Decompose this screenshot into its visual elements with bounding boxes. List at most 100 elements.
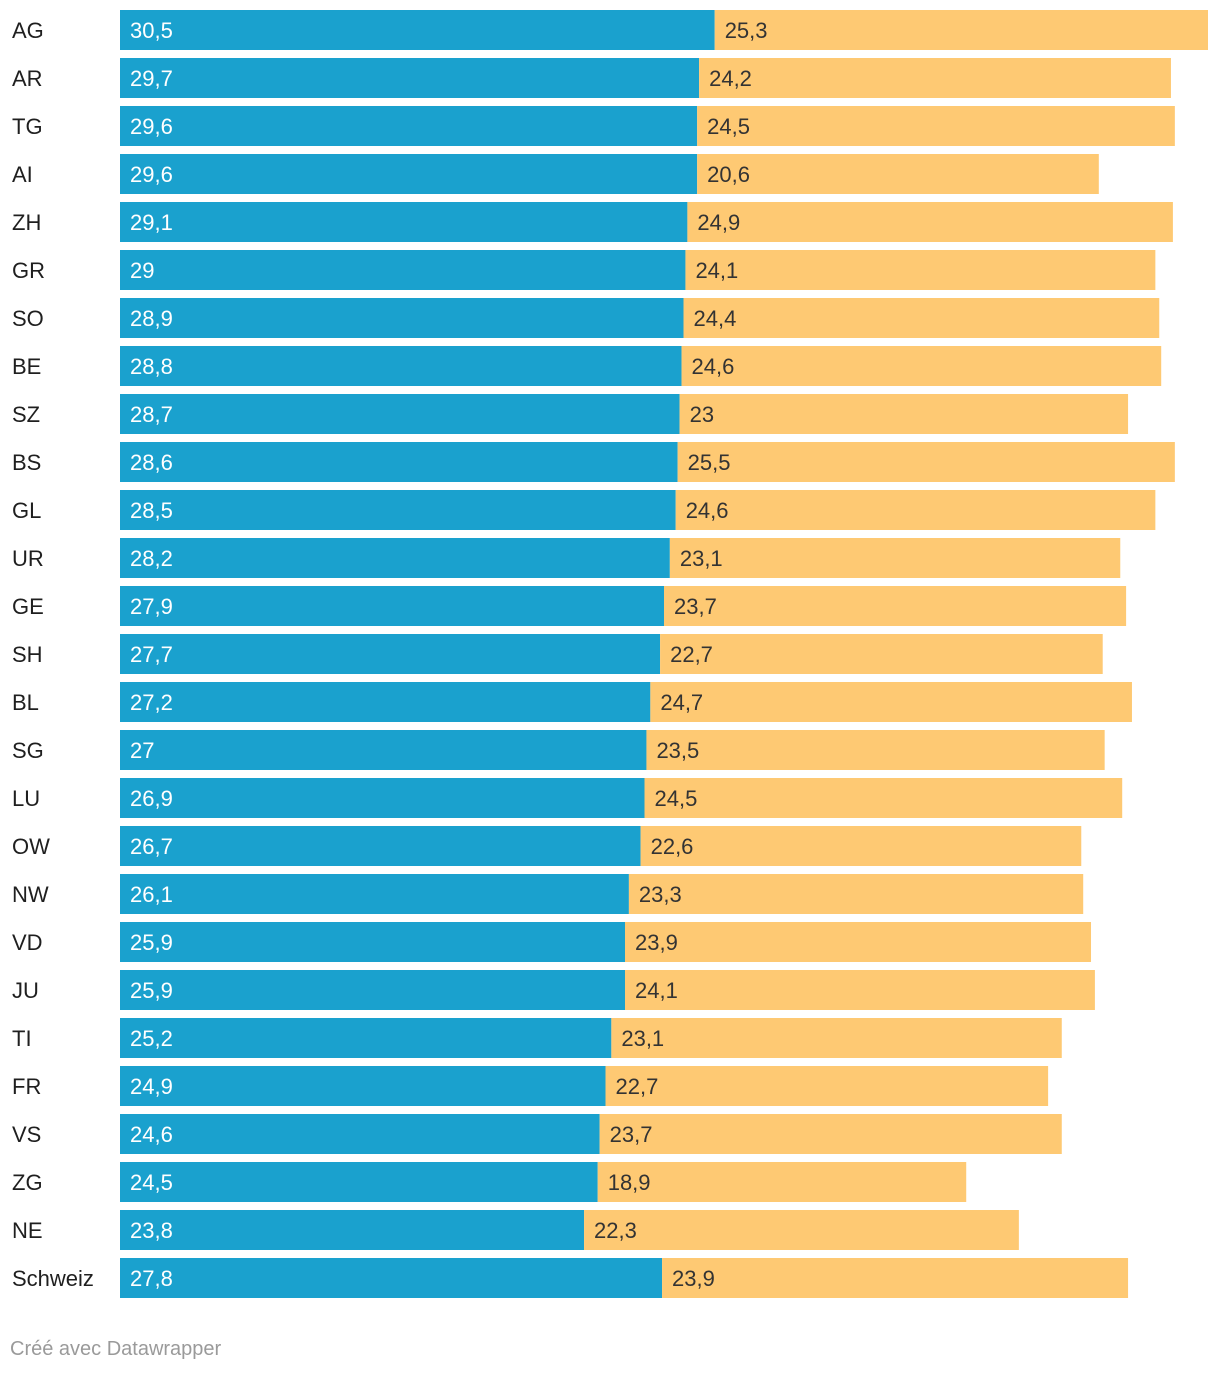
value-label-series-1: 29,6: [130, 162, 173, 187]
bar-series-1: [120, 1018, 612, 1058]
bar-series-2: [675, 490, 1156, 530]
value-label-series-1: 24,5: [130, 1170, 173, 1195]
value-label-series-1: 30,5: [130, 18, 173, 43]
value-label-series-2: 25,5: [688, 450, 731, 475]
value-label-series-2: 23,7: [674, 594, 717, 619]
category-label: SZ: [12, 402, 40, 427]
value-label-series-2: 20,6: [707, 162, 750, 187]
bar-series-2: [697, 154, 1099, 194]
bar-series-2: [683, 298, 1160, 338]
bar-series-2: [662, 1258, 1129, 1298]
value-label-series-2: 24,2: [709, 66, 752, 91]
bar-series-1: [120, 970, 626, 1010]
bar-series-1: [120, 586, 664, 626]
bar-series-2: [611, 1018, 1062, 1058]
category-label: FR: [12, 1074, 41, 1099]
bar-series-2: [599, 1114, 1062, 1154]
bar-series-2: [677, 442, 1175, 482]
value-label-series-1: 28,8: [130, 354, 173, 379]
bar-series-1: [120, 826, 641, 866]
bar-series-2: [584, 1210, 1019, 1250]
value-label-series-2: 24,6: [686, 498, 729, 523]
category-label: NW: [12, 882, 49, 907]
category-label: LU: [12, 786, 40, 811]
bar-series-2: [687, 202, 1173, 242]
category-label: GR: [12, 258, 45, 283]
bar-series-1: [120, 1162, 598, 1202]
category-label: NE: [12, 1218, 43, 1243]
category-label: TI: [12, 1026, 32, 1051]
credit-text: Créé avec Datawrapper: [10, 1338, 222, 1360]
category-label: TG: [12, 114, 43, 139]
value-label-series-1: 24,9: [130, 1074, 173, 1099]
bar-series-2: [605, 1066, 1049, 1106]
value-label-series-2: 25,3: [725, 18, 768, 43]
bar-series-1: [120, 1114, 600, 1154]
value-label-series-2: 23,9: [635, 930, 678, 955]
category-label: Schweiz: [12, 1266, 94, 1291]
bar-series-1: [120, 682, 651, 722]
category-label: AI: [12, 162, 33, 187]
category-label: JU: [12, 978, 39, 1003]
bar-series-2: [628, 874, 1084, 914]
value-label-series-2: 24,7: [660, 690, 703, 715]
value-label-series-1: 23,8: [130, 1218, 173, 1243]
bar-series-1: [120, 250, 686, 290]
bar-series-1: [120, 1210, 585, 1250]
value-label-series-2: 24,9: [697, 210, 740, 235]
value-label-series-2: 23,5: [656, 738, 699, 763]
value-label-series-1: 29,6: [130, 114, 173, 139]
bar-series-2: [644, 778, 1123, 818]
bar-series-2: [625, 922, 1092, 962]
bar-series-1: [120, 10, 715, 50]
bar-series-2: [681, 346, 1162, 386]
bar-series-2: [597, 1162, 967, 1202]
value-label-series-2: 23,1: [621, 1026, 664, 1051]
value-label-series-2: 24,4: [693, 306, 736, 331]
value-label-series-1: 28,5: [130, 498, 173, 523]
value-label-series-2: 22,6: [651, 834, 694, 859]
bar-series-1: [120, 106, 698, 146]
category-label: SH: [12, 642, 43, 667]
bar-series-2: [625, 970, 1095, 1010]
bar-series-1: [120, 202, 688, 242]
bar-series-1: [120, 538, 670, 578]
value-label-series-1: 28,2: [130, 546, 173, 571]
value-label-series-1: 27,8: [130, 1266, 173, 1291]
value-label-series-1: 26,7: [130, 834, 173, 859]
bar-series-2: [664, 586, 1127, 626]
category-label: SG: [12, 738, 44, 763]
value-label-series-1: 24,6: [130, 1122, 173, 1147]
value-label-series-2: 23: [690, 402, 714, 427]
stacked-bar-chart: AG 30,5 25,3 AR 29,7 24,2 TG 29,6 24,5 AI 29,6 20,6…: [12, 10, 1208, 1298]
bar-series-1: [120, 154, 698, 194]
bar-series-1: [120, 58, 700, 98]
value-label-series-1: 28,9: [130, 306, 173, 331]
value-label-series-1: 29: [130, 258, 154, 283]
bar-series-2: [669, 538, 1121, 578]
category-label: ZG: [12, 1170, 43, 1195]
value-label-series-1: 28,6: [130, 450, 173, 475]
value-label-series-1: 25,2: [130, 1026, 173, 1051]
value-label-series-1: 26,1: [130, 882, 173, 907]
category-label: BL: [12, 690, 39, 715]
value-label-series-2: 24,5: [707, 114, 750, 139]
bar-series-2: [650, 682, 1132, 722]
value-label-series-1: 25,9: [130, 978, 173, 1003]
value-label-series-2: 23,1: [680, 546, 723, 571]
value-label-series-2: 18,9: [608, 1170, 651, 1195]
bar-series-2: [640, 826, 1082, 866]
category-label: ZH: [12, 210, 41, 235]
bar-series-2: [660, 634, 1103, 674]
value-label-series-1: 28,7: [130, 402, 173, 427]
category-label: SO: [12, 306, 44, 331]
category-label: UR: [12, 546, 44, 571]
bar-series-1: [120, 1066, 606, 1106]
bar-series-1: [120, 1258, 663, 1298]
value-label-series-1: 29,1: [130, 210, 173, 235]
bar-series-1: [120, 394, 680, 434]
bar-series-1: [120, 490, 676, 530]
bar-series-1: [120, 730, 647, 770]
bar-series-1: [120, 634, 661, 674]
value-label-series-2: 24,1: [635, 978, 678, 1003]
